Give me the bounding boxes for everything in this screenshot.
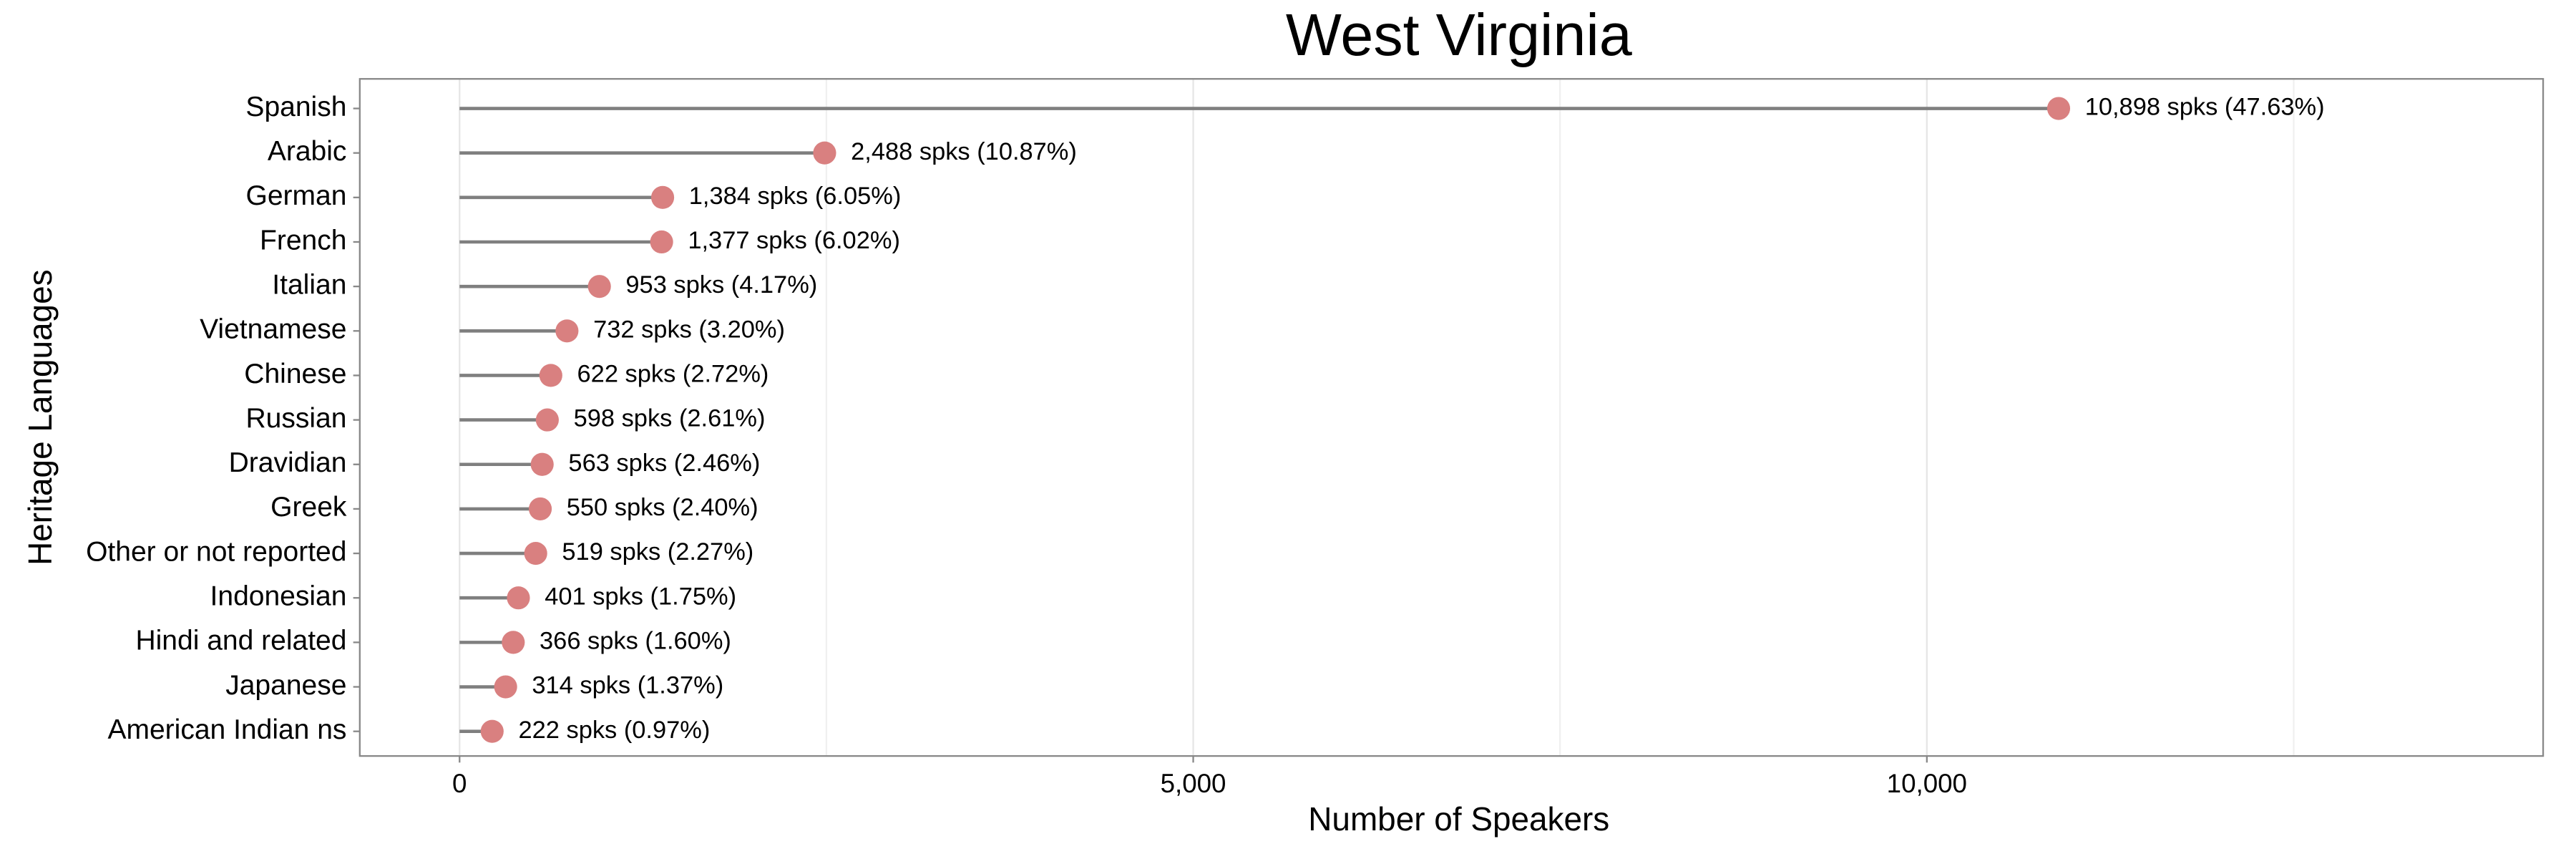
y-tick-label: Vietnamese (200, 314, 346, 345)
point (507, 586, 530, 610)
y-tick-label: German (246, 180, 347, 211)
point (494, 675, 517, 699)
y-tick-label: Dravidian (229, 447, 347, 478)
value-label: 622 spks (2.72%) (577, 361, 769, 388)
point (587, 275, 611, 299)
value-label: 1,384 spks (6.05%) (689, 183, 902, 210)
x-axis-title: Number of Speakers (1308, 800, 1609, 838)
point (813, 141, 836, 165)
value-label: 222 spks (0.97%) (519, 717, 711, 744)
y-tick-label: Hindi and related (135, 626, 346, 656)
point (530, 452, 554, 476)
value-label: 2,488 spks (10.87%) (851, 138, 1077, 165)
value-label: 598 spks (2.61%) (574, 405, 766, 432)
point (650, 185, 675, 209)
point (555, 319, 579, 343)
y-tick-label: Italian (272, 269, 346, 300)
y-tick-label: Indonesian (210, 581, 347, 612)
y-tick-label: Russian (245, 403, 346, 434)
value-label: 10,898 spks (47.63%) (2085, 94, 2325, 121)
x-tick-label: 0 (452, 769, 467, 798)
point (539, 364, 562, 387)
y-tick-label: Spanish (245, 92, 346, 122)
x-tick-label: 10,000 (1887, 769, 1967, 798)
point (650, 230, 673, 254)
y-tick-label: Arabic (268, 136, 347, 167)
point (528, 497, 552, 520)
y-tick-label: American Indian ns (107, 714, 346, 745)
y-tick-label: Japanese (225, 670, 346, 701)
value-label: 401 spks (1.75%) (545, 583, 736, 610)
value-label: 953 spks (4.17%) (625, 271, 817, 299)
plot-panel (358, 78, 2545, 757)
point (524, 541, 547, 566)
value-label: 1,377 spks (6.02%) (688, 227, 900, 254)
y-axis-title: Heritage Languages (21, 269, 59, 565)
point (480, 719, 504, 743)
value-label: 563 spks (2.46%) (568, 450, 760, 477)
value-label: 366 spks (1.60%) (540, 627, 731, 654)
x-tick-label: 5,000 (1161, 769, 1226, 798)
y-tick-label: Chinese (244, 359, 346, 389)
y-tick-label: French (260, 225, 346, 256)
point (2046, 97, 2071, 120)
value-label: 314 spks (1.37%) (532, 672, 723, 699)
point (535, 408, 559, 432)
y-tick-label: Greek (270, 492, 347, 523)
value-label: 550 spks (2.40%) (567, 494, 758, 521)
value-label: 519 spks (2.27%) (562, 538, 753, 566)
value-label: 732 spks (3.20%) (593, 316, 785, 343)
chart-title: West Virginia (1286, 1, 1632, 68)
point (502, 631, 525, 654)
y-tick-label: Other or not reported (86, 536, 346, 567)
